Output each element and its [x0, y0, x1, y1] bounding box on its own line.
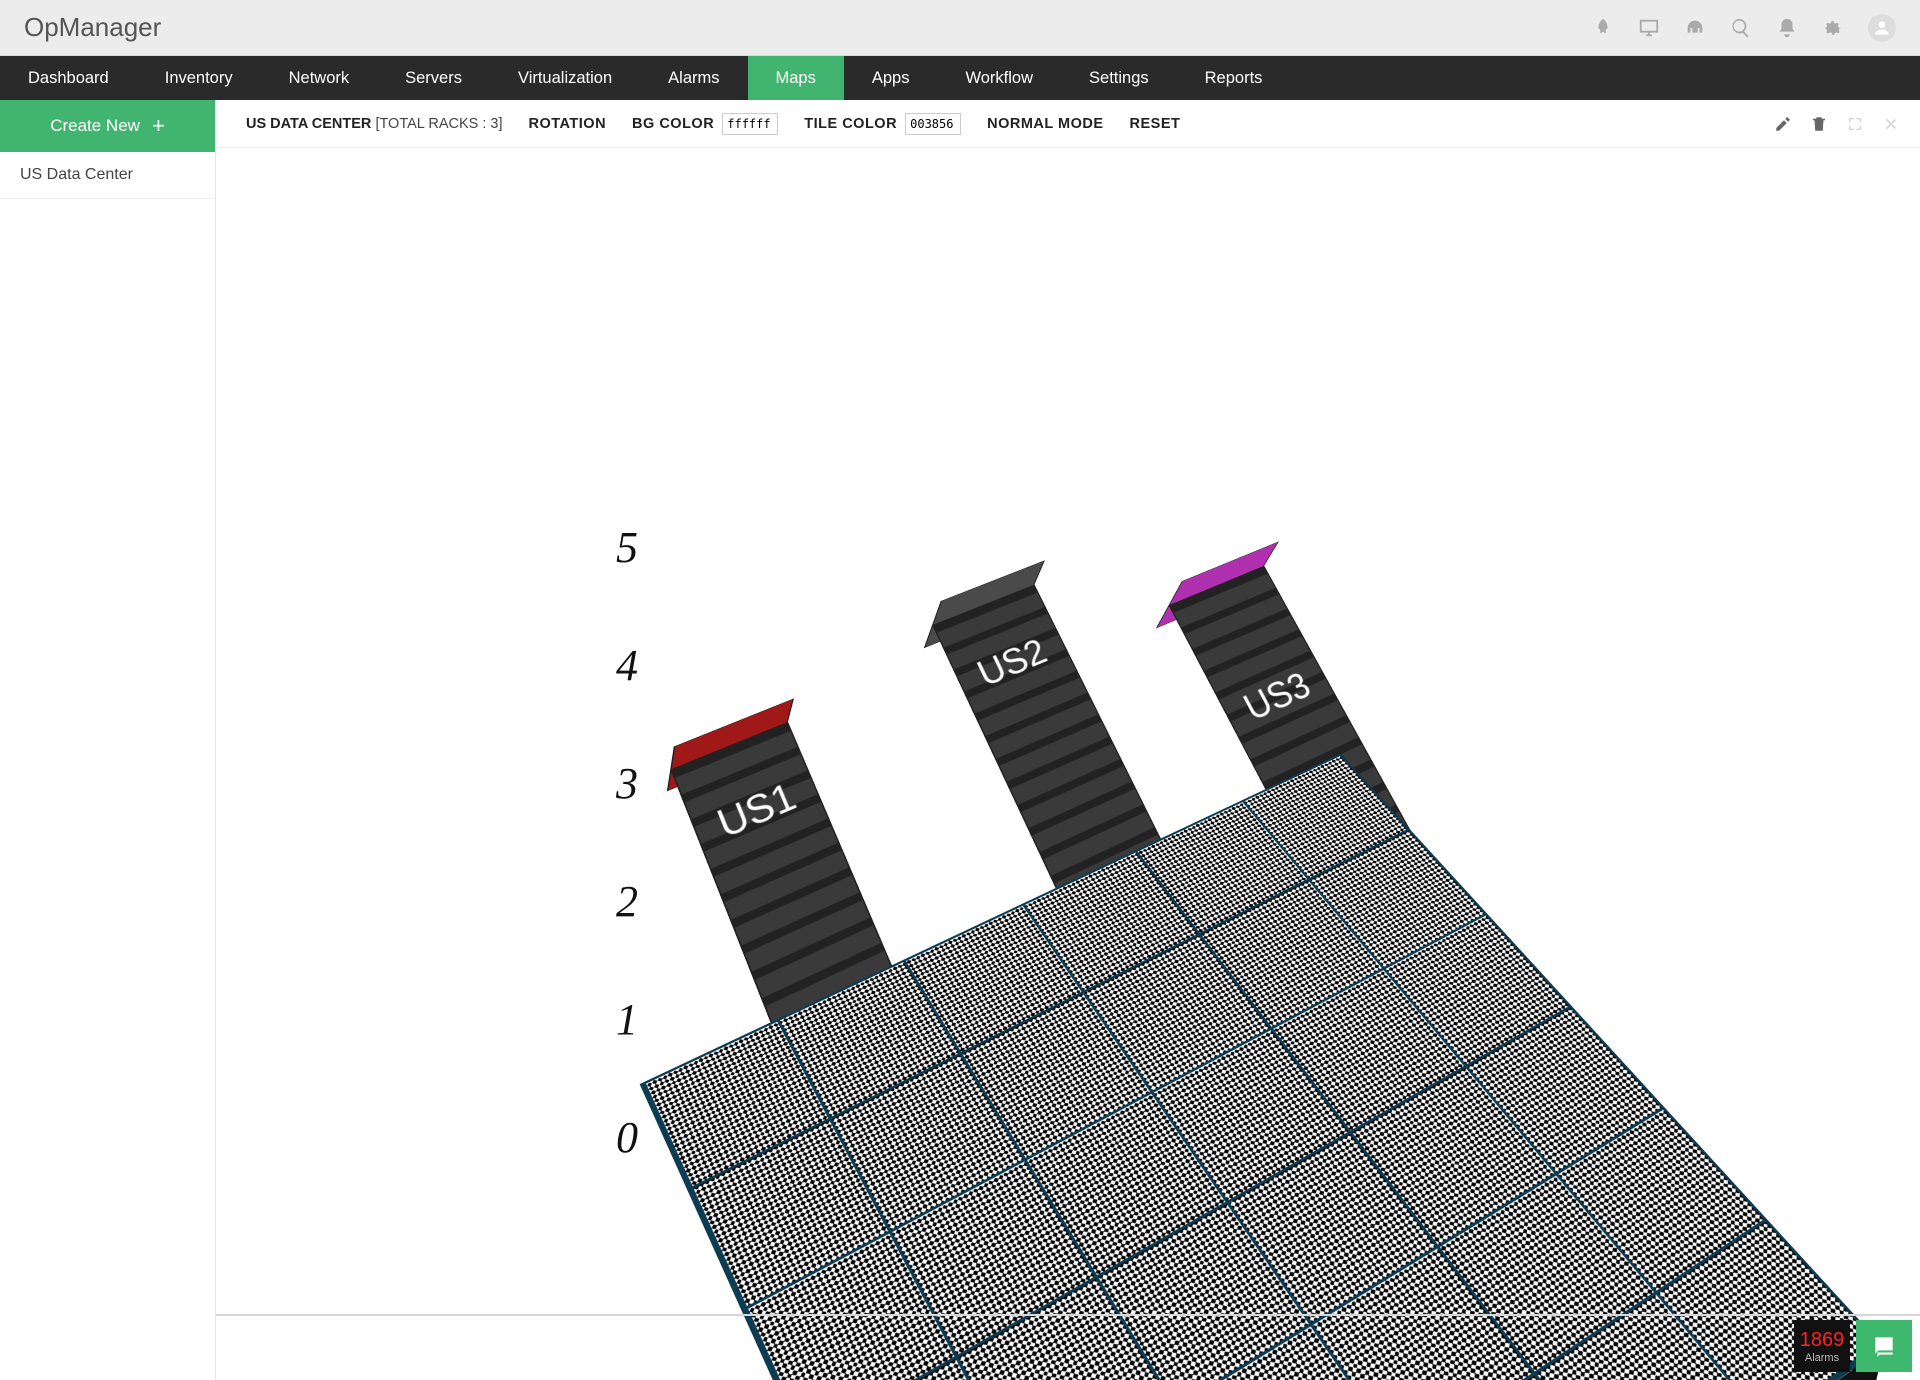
- rotation-button[interactable]: ROTATION: [528, 116, 606, 132]
- nav-apps[interactable]: Apps: [844, 56, 938, 100]
- reset-button[interactable]: RESET: [1130, 116, 1181, 132]
- rocket-icon[interactable]: [1592, 17, 1614, 39]
- nav-network[interactable]: Network: [261, 56, 378, 100]
- nav-servers[interactable]: Servers: [377, 56, 490, 100]
- plus-icon: +: [152, 113, 165, 139]
- canvas-divider: [216, 1314, 1920, 1316]
- view-toolbar: US DATA CENTER [TOTAL RACKS : 3] ROTATIO…: [216, 100, 1920, 148]
- view-title-main: US DATA CENTER: [246, 116, 371, 132]
- bgcolor-label: BG COLOR: [632, 116, 714, 132]
- nav-reports[interactable]: Reports: [1177, 56, 1291, 100]
- nav-maps[interactable]: Maps: [748, 56, 844, 100]
- trash-icon[interactable]: [1810, 115, 1828, 133]
- content: US DATA CENTER [TOTAL RACKS : 3] ROTATIO…: [216, 100, 1920, 1380]
- expand-icon[interactable]: [1846, 115, 1864, 133]
- header-icon-bar: [1592, 14, 1896, 42]
- tilecolor-group: TILE COLOR: [804, 113, 961, 135]
- user-avatar[interactable]: [1868, 14, 1896, 42]
- nav-settings[interactable]: Settings: [1061, 56, 1177, 100]
- nav-inventory[interactable]: Inventory: [137, 56, 261, 100]
- view-title: US DATA CENTER [TOTAL RACKS : 3]: [246, 116, 502, 132]
- create-new-button[interactable]: Create New +: [0, 100, 215, 152]
- view-title-sub: [TOTAL RACKS : 3]: [375, 116, 502, 132]
- 3d-canvas[interactable]: 5 4 3 2 1 0 US1: [216, 148, 1920, 1380]
- create-new-label: Create New: [50, 116, 140, 136]
- app-header: OpManager: [0, 0, 1920, 56]
- nav-workflow[interactable]: Workflow: [937, 56, 1061, 100]
- chat-chip[interactable]: [1856, 1320, 1912, 1372]
- gear-icon[interactable]: [1822, 17, 1844, 39]
- bgcolor-group: BG COLOR: [632, 113, 778, 135]
- floor-grid: US1 US2 US3: [640, 754, 1884, 1380]
- mode-button[interactable]: NORMAL MODE: [987, 116, 1103, 132]
- close-icon[interactable]: [1882, 115, 1900, 133]
- sidebar-item-us-data-center[interactable]: US Data Center: [0, 152, 215, 199]
- main-area: Create New + US Data Center US DATA CENT…: [0, 100, 1920, 1380]
- nav-alarms[interactable]: Alarms: [640, 56, 747, 100]
- edit-icon[interactable]: [1774, 115, 1792, 133]
- nav-virtualization[interactable]: Virtualization: [490, 56, 640, 100]
- bell-icon[interactable]: [1776, 17, 1798, 39]
- alarms-count: 1869: [1800, 1329, 1845, 1352]
- search-icon[interactable]: [1730, 17, 1752, 39]
- main-nav: Dashboard Inventory Network Servers Virt…: [0, 56, 1920, 100]
- sidebar: Create New + US Data Center: [0, 100, 216, 1380]
- chat-icon: [1871, 1333, 1897, 1359]
- headset-icon[interactable]: [1684, 17, 1706, 39]
- alarms-chip[interactable]: 1869 Alarms: [1794, 1320, 1850, 1372]
- app-logo: OpManager: [24, 12, 161, 43]
- tilecolor-input[interactable]: [905, 113, 961, 135]
- nav-dashboard[interactable]: Dashboard: [0, 56, 137, 100]
- toolbar-right: [1774, 115, 1900, 133]
- alarms-label: Alarms: [1805, 1352, 1839, 1364]
- tilecolor-label: TILE COLOR: [804, 116, 897, 132]
- bgcolor-input[interactable]: [722, 113, 778, 135]
- presentation-icon[interactable]: [1638, 17, 1660, 39]
- floor-3d: US1 US2 US3: [536, 198, 1916, 1198]
- footer-chips: 1869 Alarms: [1794, 1320, 1912, 1372]
